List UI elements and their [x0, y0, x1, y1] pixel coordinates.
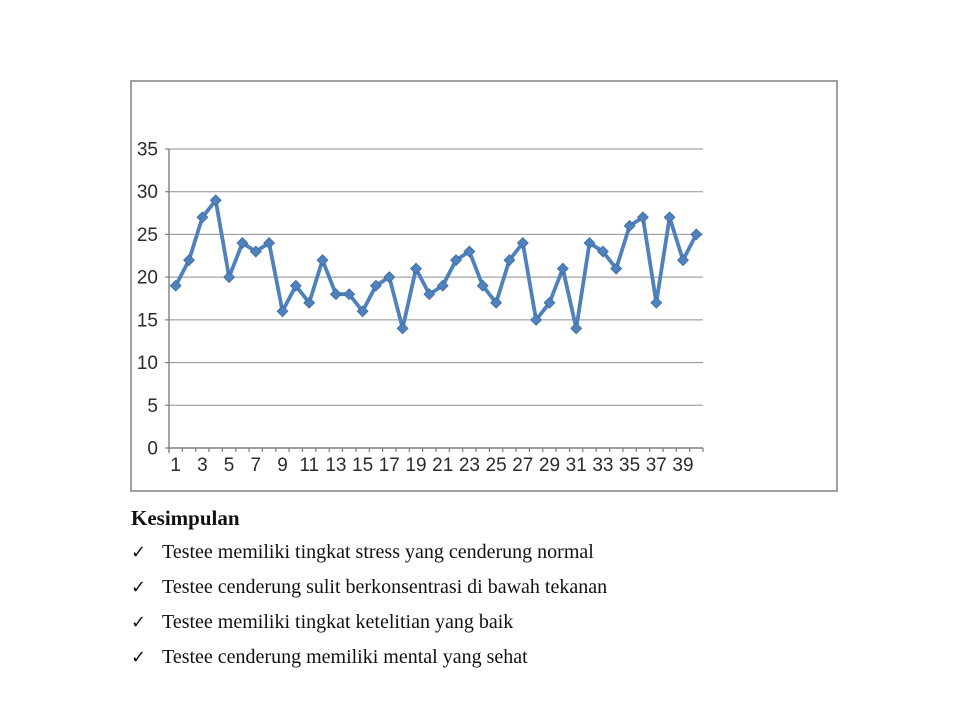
data-point-marker	[543, 296, 556, 309]
data-point-marker	[476, 279, 489, 292]
x-tick-label: 35	[619, 455, 640, 476]
x-tick-label: 33	[592, 455, 613, 476]
y-tick-label: 30	[137, 182, 158, 203]
x-tick-label: 15	[352, 455, 373, 476]
x-tick-label: 27	[512, 455, 533, 476]
data-point-marker	[356, 305, 369, 318]
x-tick-label: 7	[251, 455, 262, 476]
x-tick-label: 37	[646, 455, 667, 476]
data-point-marker	[303, 296, 316, 309]
y-tick-label: 15	[137, 310, 158, 331]
data-point-marker	[169, 279, 182, 292]
data-point-marker	[236, 237, 249, 249]
data-point-marker	[583, 237, 596, 249]
data-point-marker	[677, 254, 689, 267]
data-point-marker	[410, 262, 422, 275]
x-tick-label: 5	[224, 455, 235, 476]
data-point-marker	[209, 194, 222, 207]
x-tick-label: 23	[459, 455, 480, 476]
y-tick-label: 5	[147, 396, 158, 417]
x-tick-label: 29	[539, 455, 560, 476]
checkmark-icon: ✓	[131, 542, 147, 563]
data-point-marker	[610, 262, 623, 275]
conclusion-item: ✓ Testee memiliki tingkat ketelitian yan…	[131, 610, 691, 635]
data-point-marker	[289, 279, 302, 292]
x-tick-label: 39	[672, 455, 693, 476]
data-point-marker	[436, 279, 449, 292]
data-point-marker	[663, 211, 676, 224]
data-point-marker	[329, 288, 342, 301]
data-line	[173, 198, 699, 331]
conclusion-item: ✓ Testee memiliki tingkat stress yang ce…	[131, 540, 691, 565]
y-tick-label: 20	[137, 268, 158, 289]
y-tick-label: 0	[147, 439, 158, 460]
x-tick-label: 31	[566, 455, 587, 476]
data-point-marker	[196, 211, 209, 224]
conclusion-heading: Kesimpulan	[131, 506, 240, 530]
x-tick-label: 21	[432, 455, 453, 476]
data-point-marker	[276, 305, 289, 318]
data-point-marker	[383, 271, 396, 284]
checkmark-icon: ✓	[131, 577, 147, 598]
x-tick-label: 11	[299, 455, 319, 476]
data-point-marker	[423, 288, 436, 301]
conclusion-item-text: Testee cenderung sulit berkonsentrasi di…	[162, 576, 608, 598]
data-point-marker	[183, 254, 195, 267]
checkmark-icon: ✓	[131, 612, 147, 633]
data-point-marker	[570, 322, 583, 335]
data-point-marker	[396, 322, 409, 335]
conclusion-item: ✓ Testee cenderung sulit berkonsentrasi …	[131, 575, 691, 600]
x-tick-label: 17	[379, 455, 400, 476]
checkmark-icon: ✓	[131, 647, 147, 668]
y-tick-label: 10	[137, 353, 158, 374]
data-point-marker	[503, 254, 516, 267]
data-point-marker	[263, 237, 276, 249]
conclusion-section: Kesimpulan ✓ Testee memiliki tingkat str…	[131, 506, 691, 680]
data-point-marker	[463, 245, 476, 258]
conclusion-item-text: Testee memiliki tingkat ketelitian yang …	[162, 611, 514, 633]
data-point-marker	[343, 288, 356, 301]
data-point-marker	[249, 245, 262, 258]
line-chart-frame: 0 5 10 15 20 25 30 35 1 3 5 7 9 11 13 15 17 19 21 23 25 27 29 3…	[130, 80, 838, 492]
conclusion-item: ✓ Testee cenderung memiliki mental yang …	[131, 645, 691, 670]
y-tick-label: 25	[137, 225, 158, 246]
data-point-marker	[530, 313, 543, 326]
data-point-marker	[636, 211, 649, 224]
data-point-marker	[516, 237, 529, 249]
x-tick-label: 25	[486, 455, 507, 476]
y-tick-label: 35	[137, 140, 158, 161]
x-tick-label: 9	[277, 455, 288, 476]
data-point-marker	[316, 254, 329, 267]
data-point-marker	[490, 296, 503, 309]
data-point-marker	[556, 262, 569, 275]
conclusion-item-text: Testee cenderung memiliki mental yang se…	[162, 646, 528, 668]
data-point-marker	[596, 245, 609, 258]
x-tick-label: 19	[405, 455, 426, 476]
conclusion-item-text: Testee memiliki tingkat stress yang cend…	[162, 541, 594, 563]
x-tick-label: 3	[197, 455, 208, 476]
data-point-marker	[369, 279, 382, 292]
data-point-marker	[223, 271, 236, 284]
x-tick-label: 13	[325, 455, 346, 476]
conclusion-list: ✓ Testee memiliki tingkat stress yang ce…	[131, 540, 691, 670]
data-point-marker	[623, 219, 636, 232]
data-point-marker	[690, 228, 703, 241]
data-point-marker	[450, 254, 462, 267]
data-point-marker	[650, 296, 663, 309]
x-tick-label: 1	[170, 455, 181, 476]
